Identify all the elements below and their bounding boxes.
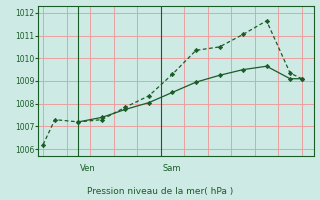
Text: Sam: Sam: [162, 164, 181, 173]
Text: Ven: Ven: [80, 164, 96, 173]
Text: Pression niveau de la mer( hPa ): Pression niveau de la mer( hPa ): [87, 187, 233, 196]
